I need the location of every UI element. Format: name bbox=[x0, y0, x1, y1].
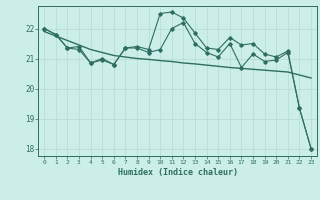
X-axis label: Humidex (Indice chaleur): Humidex (Indice chaleur) bbox=[118, 168, 238, 177]
